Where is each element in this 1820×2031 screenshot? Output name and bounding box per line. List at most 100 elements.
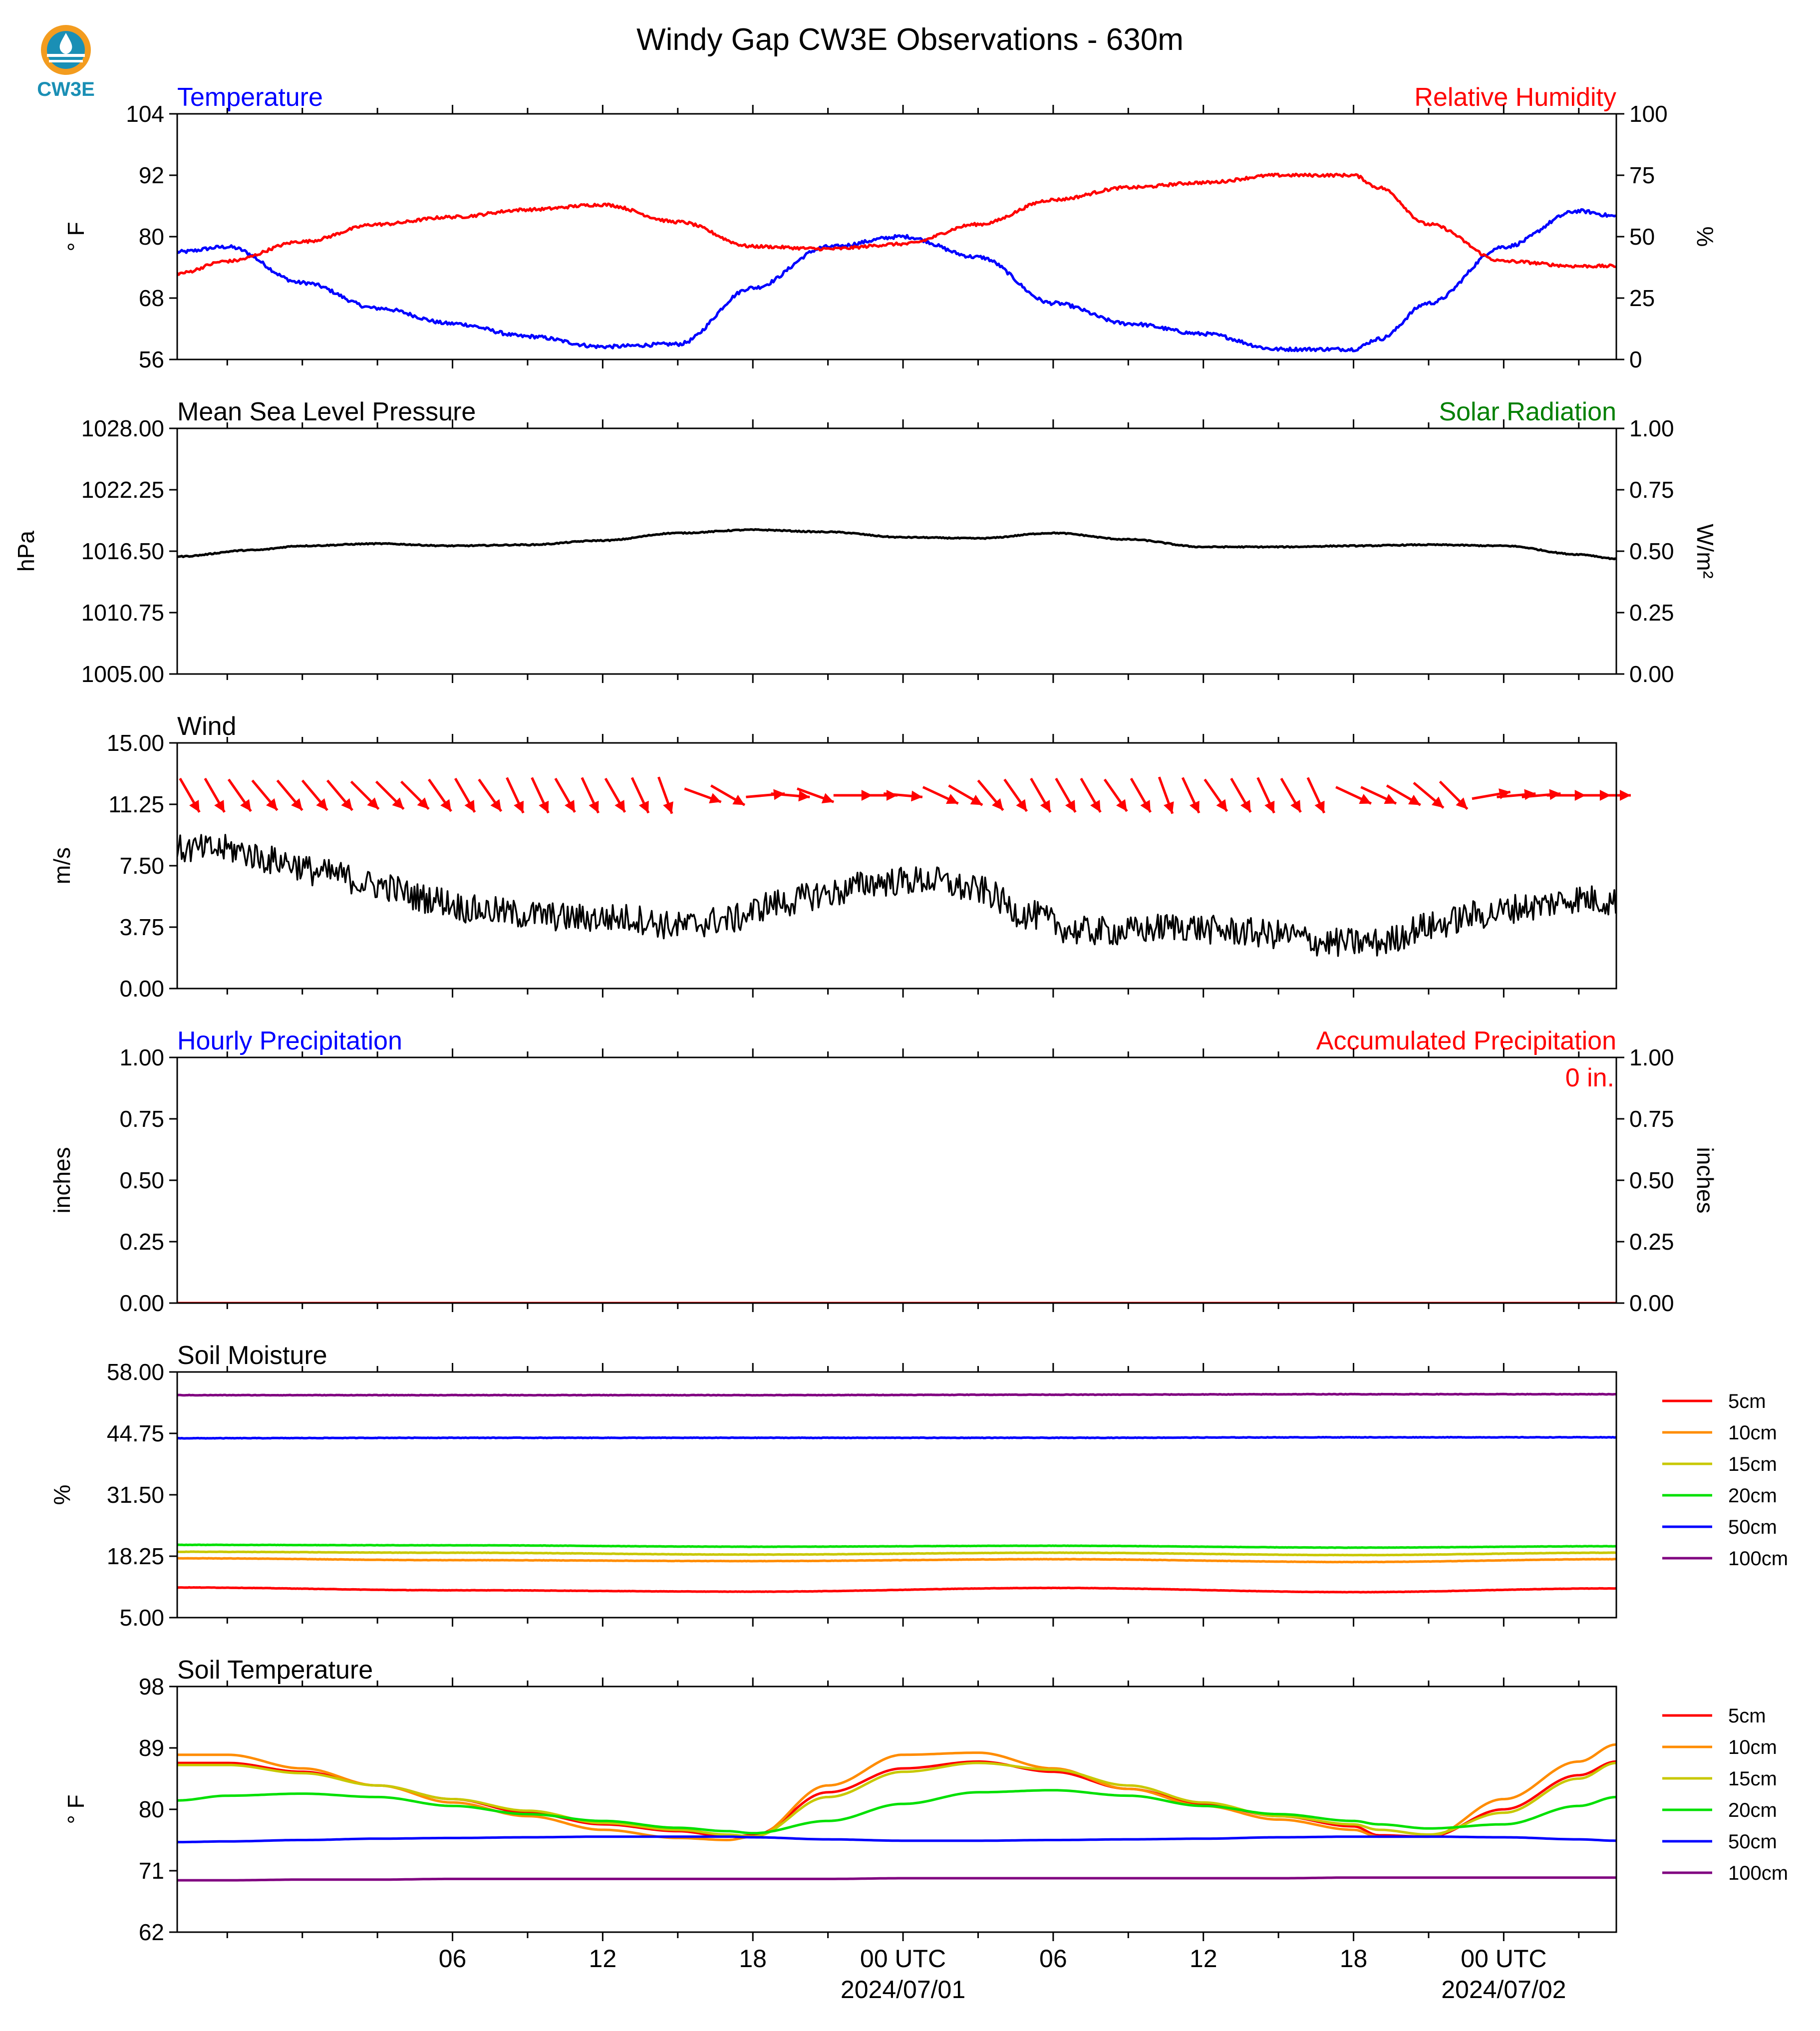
pressure-frame [176, 427, 1617, 675]
pressure-series-left [177, 528, 1616, 561]
wind-arrow [1472, 788, 1511, 800]
soil_temp-series-15cm [177, 1761, 1616, 1838]
precip-ylabel-left: inches [49, 1147, 75, 1214]
wind-arrow [1591, 789, 1631, 801]
wind-arrow [1003, 778, 1028, 812]
wind-arrow [1181, 777, 1201, 814]
wind-arrow [1204, 778, 1228, 812]
wind-arrow-head [1240, 800, 1251, 812]
panel-soil_temp: Soil Temperature 98 89 80 71 62 ° F 5cm 10cm 15cm… [63, 1656, 1788, 1945]
wind-ytick-label-left: 0.00 [119, 976, 164, 1002]
wind-arrow [478, 778, 503, 812]
panel-wind: Wind 15.00 11.25 7.50 3.75 0.00 m/s [49, 712, 1631, 1002]
wind-arrow [1335, 786, 1372, 805]
logo-wave-2 [49, 60, 83, 62]
wind-arrow [227, 778, 252, 812]
soil_moisture-series-10cm [177, 1557, 1616, 1564]
logo-drop-icon [59, 33, 72, 54]
soil_moisture-series-15cm [177, 1550, 1616, 1557]
soil_moisture-ytick-label-left: 18.25 [107, 1543, 164, 1569]
soil_moisture-series-20cm [177, 1543, 1616, 1549]
wind-arrow-head [798, 790, 810, 802]
wind-arrow-head [1189, 800, 1200, 813]
soil_temp-ytick-label-left: 80 [139, 1796, 164, 1822]
logo-wave-1 [47, 54, 85, 57]
pressure-title-left: Mean Sea Level Pressure [177, 397, 476, 426]
precip-ytick-label-left: 0.00 [119, 1290, 164, 1316]
soil_temp-ytick-label-left: 62 [139, 1919, 164, 1945]
wind-arrow [375, 780, 405, 810]
wind-arrow-head [1456, 797, 1468, 809]
pressure-ytick-label-right: 1.00 [1629, 415, 1674, 441]
soil_moisture-ytick-label-left: 5.00 [119, 1605, 164, 1631]
wind-arrow-head [1216, 799, 1227, 811]
wind-arrow-head [1163, 801, 1174, 814]
wind-arrow [1413, 781, 1445, 809]
wind-arrow-head [291, 798, 303, 810]
wind-ytick-label-left: 15.00 [107, 730, 164, 756]
wind-arrow [179, 777, 201, 813]
wind-arrow-head [1140, 800, 1151, 812]
legend-label: 5cm [1728, 1705, 1766, 1727]
wind-arrow [1386, 784, 1421, 806]
soil_temp-series-100cm [177, 1876, 1616, 1882]
panel-temp_rh: Temperature Relative Humidity 104 92 80 68 56 1… [63, 83, 1718, 372]
wind-arrow [604, 777, 626, 813]
wind-arrow-head [539, 800, 549, 813]
wind-arrow-head [1016, 799, 1027, 811]
precip-frame [176, 1056, 1617, 1304]
legend-label: 100cm [1728, 1862, 1788, 1884]
legend-label: 15cm [1728, 1453, 1777, 1475]
legend-label: 50cm [1728, 1516, 1777, 1538]
legend-label: 50cm [1728, 1831, 1777, 1853]
soil_moisture-series-50cm [177, 1435, 1616, 1440]
precip-ylabel-right: inches [1692, 1147, 1718, 1214]
wind-arrow-head [440, 799, 451, 811]
wind-arrow [630, 777, 650, 814]
wind-arrow [400, 780, 430, 810]
legend-label: 10cm [1728, 1422, 1777, 1444]
wind-ytick-label-left: 11.25 [108, 791, 164, 817]
x-date-label: 2024/07/02 [1441, 1976, 1566, 2004]
precip-title-right: Accumulated Precipitation [1316, 1026, 1616, 1055]
wind-arrow-head [214, 800, 225, 812]
wind-arrow-head [732, 794, 745, 805]
precip-ytick-label-right: 0.25 [1629, 1229, 1674, 1255]
precip-ytick-label-right: 0.75 [1629, 1106, 1674, 1132]
legend-label: 20cm [1728, 1799, 1777, 1821]
wind-arrow [1360, 786, 1397, 805]
wind-arrow [454, 777, 476, 813]
temp_rh-series-left [177, 208, 1616, 352]
soil_temp-series-20cm [177, 1789, 1616, 1835]
soil_moisture-frame [176, 1371, 1617, 1619]
wind-arrow-head [911, 790, 922, 802]
pressure-ytick-label-left: 1010.75 [81, 600, 164, 626]
wind-frame [176, 742, 1617, 990]
wind-arrow [1439, 780, 1469, 810]
wind-arrow [1080, 777, 1102, 813]
wind-arrow [204, 777, 226, 813]
wind-arrow-head [1290, 800, 1301, 812]
panel-pressure: Mean Sea Level Pressure Solar Radiation 10… [13, 397, 1718, 687]
soil_temp-ytick-label-left: 89 [139, 1735, 164, 1761]
wind-arrow-head [464, 800, 475, 812]
wind-arrow-head [514, 800, 524, 813]
wind-arrow-head [970, 794, 983, 805]
pressure-title-right: Solar Radiation [1439, 397, 1616, 426]
soil_moisture-series-5cm [177, 1586, 1616, 1594]
wind-arrow [554, 777, 576, 813]
wind-arrow [948, 784, 983, 806]
wind-ytick-label-left: 3.75 [119, 914, 164, 940]
pressure-ytick-label-right: 0.50 [1629, 538, 1674, 564]
x-tick-label: 12 [1190, 1945, 1217, 1973]
wind-arrow [1256, 777, 1275, 814]
x-tick-label: 00 UTC [860, 1945, 946, 1973]
legend-label: 5cm [1728, 1390, 1766, 1412]
temp_rh-series-right [177, 172, 1616, 276]
soil_moisture-ytick-label-left: 31.50 [107, 1482, 164, 1508]
soil_temp-series-50cm [177, 1835, 1616, 1844]
x-tick-label: 18 [739, 1945, 767, 1973]
wind-arrow [326, 779, 353, 811]
wind-arrow [1230, 777, 1252, 813]
wind-arrow [883, 790, 923, 802]
